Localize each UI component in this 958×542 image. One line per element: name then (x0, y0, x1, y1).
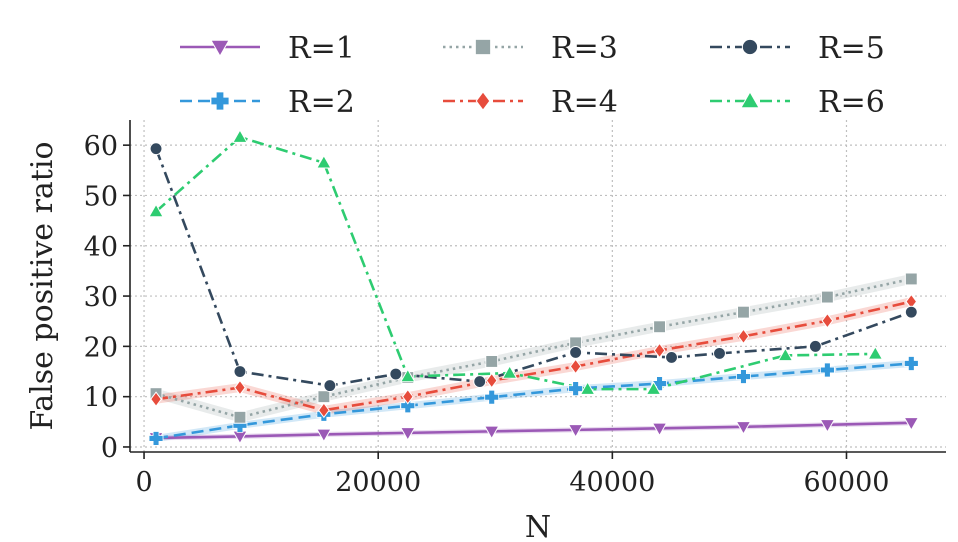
data-point-r-6 (867, 345, 884, 360)
legend-item-r-2: R=2 (180, 85, 355, 120)
data-point-r-2 (484, 389, 500, 405)
legend-marker-r-4 (475, 91, 491, 111)
data-point-r-1 (567, 424, 584, 438)
legend-marker-r-6 (740, 90, 760, 109)
data-point-r-6 (579, 381, 596, 395)
legend-label-r-4: R=4 (551, 85, 618, 120)
data-point-r-2 (736, 369, 751, 384)
data-point-r-5 (233, 365, 247, 378)
data-point-r-1 (651, 422, 668, 437)
legend-marker-r-5 (741, 38, 759, 56)
data-point-r-2 (400, 398, 416, 414)
data-point-r-6 (501, 365, 518, 379)
series-line-r-1 (156, 421, 912, 440)
x-tick-label: 40000 (569, 467, 655, 498)
data-point-r-4 (821, 312, 834, 329)
legend-label-r-6: R=6 (818, 85, 885, 120)
y-tick-label: 40 (84, 232, 118, 263)
series-line-r-4 (155, 300, 912, 412)
data-point-r-4 (234, 379, 246, 396)
legend-label-r-3: R=3 (551, 31, 618, 66)
axes (129, 120, 946, 453)
y-tick-label: 10 (84, 383, 118, 414)
legend-label-r-2: R=2 (288, 85, 355, 120)
data-point-r-5 (323, 379, 337, 393)
legend: R=1 R=2 R=3 R=4 R=5 R=6 (180, 31, 885, 120)
data-point-r-5 (665, 350, 678, 364)
legend-marker-r-3 (474, 38, 492, 56)
data-point-r-2 (819, 362, 835, 378)
y-axis-ticks: 0 10 20 30 40 50 60 (84, 131, 130, 464)
legend-marker-r-1 (210, 39, 230, 58)
data-point-r-4 (737, 328, 750, 345)
data-point-r-1 (735, 421, 752, 435)
data-point-r-1 (903, 417, 920, 431)
data-point-r-4 (150, 391, 162, 408)
y-tick-label: 0 (101, 433, 118, 464)
y-tick-label: 50 (84, 181, 118, 212)
series-markers (148, 129, 920, 446)
data-point-r-5 (389, 367, 403, 381)
legend-item-r-4: R=4 (443, 85, 618, 120)
data-point-r-5 (904, 305, 918, 319)
y-tick-label: 30 (84, 282, 118, 313)
data-point-r-1 (399, 427, 416, 441)
data-point-r-5 (473, 375, 487, 389)
x-tick-label: 60000 (804, 467, 890, 498)
band-r-3 (156, 273, 912, 423)
confidence-bands (156, 273, 912, 442)
grid (130, 120, 946, 452)
data-point-r-2 (148, 431, 164, 446)
legend-item-r-5: R=5 (710, 31, 885, 66)
data-point-r-6 (777, 347, 794, 362)
data-point-r-3 (485, 355, 499, 368)
x-axis-ticks: 0 20000 40000 60000 (135, 452, 889, 498)
x-tick-label: 20000 (335, 467, 421, 498)
data-point-r-5 (808, 339, 822, 353)
data-point-r-1 (316, 428, 332, 443)
y-tick-label: 60 (84, 131, 118, 162)
legend-label-r-5: R=5 (818, 31, 885, 66)
x-axis-label: N (525, 510, 551, 542)
series-line-r-5 (154, 148, 912, 387)
data-point-r-1 (819, 419, 836, 433)
data-point-r-6 (316, 154, 332, 169)
band-r-2 (156, 359, 912, 442)
data-point-r-6 (645, 381, 662, 395)
data-point-r-4 (485, 372, 498, 389)
series-line-r-2 (155, 362, 912, 440)
legend-item-r-3: R=3 (443, 31, 618, 66)
legend-label-r-1: R=1 (288, 31, 355, 66)
data-point-r-2 (568, 381, 584, 397)
data-point-r-3 (904, 272, 918, 286)
data-point-r-3 (737, 305, 750, 319)
data-point-r-4 (569, 358, 582, 375)
data-point-r-3 (653, 320, 666, 334)
legend-item-r-1: R=1 (180, 31, 355, 66)
y-axis-label: False positive ratio (25, 141, 60, 430)
data-point-r-6 (232, 129, 248, 143)
data-point-r-1 (483, 425, 500, 440)
legend-item-r-6: R=6 (710, 85, 885, 120)
series-line-r-3 (155, 277, 912, 419)
data-point-r-2 (652, 376, 667, 391)
y-tick-label: 20 (84, 332, 118, 363)
data-point-r-2 (903, 356, 919, 371)
data-point-r-4 (401, 388, 414, 405)
data-point-r-5 (149, 142, 163, 156)
data-point-r-3 (317, 390, 331, 404)
data-point-r-4 (317, 402, 330, 419)
data-point-r-3 (820, 290, 834, 304)
data-point-r-4 (653, 342, 666, 359)
data-point-r-6 (148, 203, 164, 218)
data-point-r-5 (569, 345, 583, 359)
x-tick-label: 0 (135, 467, 152, 498)
data-point-r-6 (399, 368, 416, 383)
legend-marker-r-2 (210, 91, 230, 111)
data-point-r-3 (233, 410, 247, 424)
data-point-r-5 (713, 346, 726, 360)
